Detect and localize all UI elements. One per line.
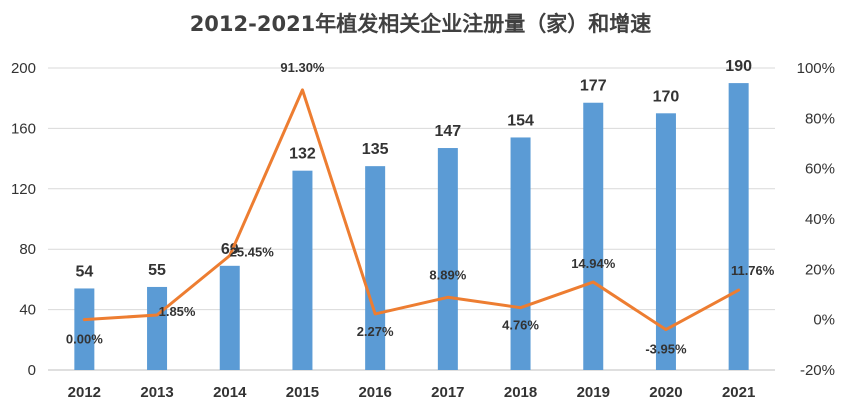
growth-value-label: 14.94%: [571, 256, 616, 271]
bar: [74, 288, 95, 370]
bar-value-label: 170: [653, 88, 680, 105]
chart-title: 2012-2021年植发相关企业注册量（家）和增速: [189, 12, 652, 36]
left-axis-tick-label: 0: [28, 362, 36, 379]
growth-value-labels: 0.00% 1.85% 25.45% 91.30% 2.27% 8.89% 4.76% 14.…: [66, 60, 775, 357]
bar-value-label: 132: [289, 146, 316, 163]
left-axis-tick-label: 80: [19, 241, 36, 258]
right-axis-tick-label: 20%: [805, 261, 835, 278]
right-axis-tick-label: 40%: [805, 211, 835, 228]
bar: [147, 286, 168, 370]
growth-value-label: 11.76%: [731, 263, 775, 278]
growth-value-label: 2.27%: [357, 324, 394, 339]
bar: [365, 166, 386, 370]
bar-value-label: 55: [148, 262, 166, 279]
left-axis-tick-label: 200: [11, 60, 36, 77]
left-axis-tick-label: 40: [19, 302, 36, 319]
bar: [728, 83, 749, 370]
left-axis: 0 40 80 120 160 200: [11, 60, 36, 379]
growth-value-label: 8.89%: [429, 267, 466, 282]
bar: [437, 148, 458, 370]
left-axis-tick-label: 120: [11, 181, 36, 198]
growth-line: [82, 88, 741, 332]
growth-value-label: 4.76%: [502, 318, 539, 333]
growth-value-label: 1.85%: [159, 304, 196, 319]
growth-value-label: 25.45%: [230, 245, 275, 260]
x-axis-tick-label: 2019: [577, 384, 610, 401]
right-axis-tick-label: 80%: [805, 110, 835, 127]
x-axis-tick-label: 2012: [68, 384, 101, 401]
right-axis-tick-label: 0%: [813, 312, 835, 329]
bar-value-label: 54: [75, 263, 93, 280]
x-axis-tick-label: 2020: [649, 384, 682, 401]
bar: [583, 102, 604, 370]
bar: [655, 113, 676, 371]
bar: [292, 170, 313, 370]
x-axis-tick-label: 2021: [722, 384, 755, 401]
right-axis-tick-label: 100%: [797, 60, 835, 77]
x-axis: 2012 2013 2014 2015 2016 2017 2018 2019 2020 2021: [68, 384, 756, 401]
bar-value-label: 147: [434, 123, 461, 140]
x-axis-tick-label: 2015: [286, 384, 319, 401]
x-axis-tick-label: 2016: [358, 384, 391, 401]
growth-value-label: 0.00%: [66, 332, 103, 347]
growth-value-label: -3.95%: [645, 342, 687, 357]
bar-value-label: 177: [580, 78, 607, 95]
growth-value-label: 91.30%: [280, 60, 325, 75]
bar-value-label: 135: [362, 141, 389, 158]
bar-value-label: 154: [507, 112, 534, 129]
bar: [510, 137, 531, 370]
bar-value-label: 190: [725, 58, 752, 75]
right-axis-tick-label: -20%: [800, 362, 835, 379]
growth-line-series: [82, 88, 741, 332]
bar-series: [74, 83, 749, 371]
x-axis-tick-label: 2018: [504, 384, 537, 401]
gridlines: [48, 67, 775, 371]
right-axis-tick-label: 60%: [805, 161, 835, 178]
x-axis-tick-label: 2013: [140, 384, 173, 401]
x-axis-tick-label: 2014: [213, 384, 247, 401]
x-axis-tick-label: 2017: [431, 384, 464, 401]
right-axis: -20% 0% 20% 40% 60% 80% 100%: [797, 60, 835, 379]
bar: [219, 265, 240, 370]
left-axis-tick-label: 160: [11, 120, 36, 137]
